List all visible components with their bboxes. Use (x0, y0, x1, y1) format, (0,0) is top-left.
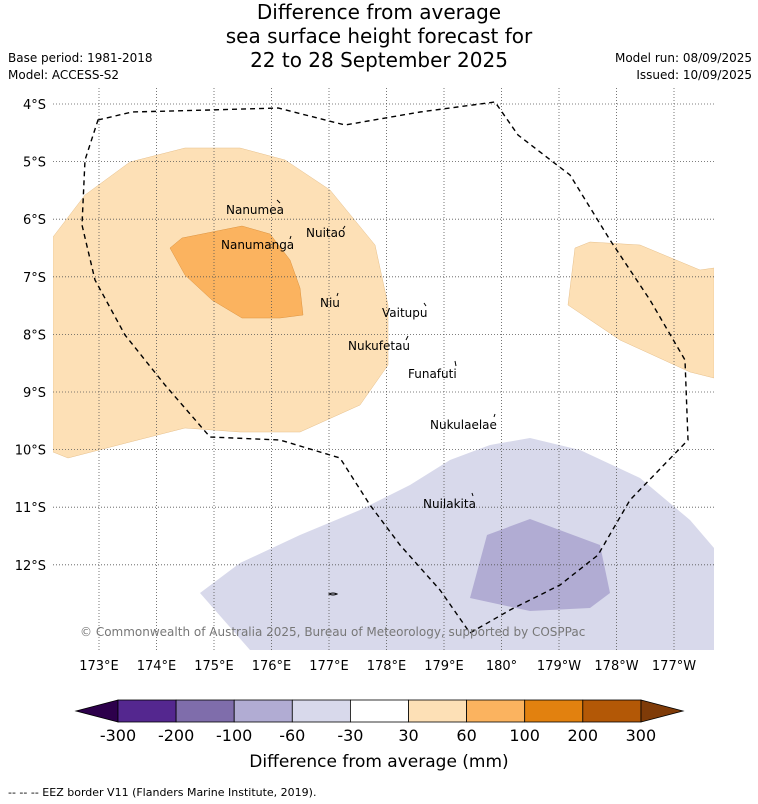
colorbar-tick-1: -200 (158, 726, 194, 745)
lon-label-9: 178°W (594, 659, 638, 674)
anomaly-area-pos-30-60-east (567, 241, 714, 379)
colorbar-boxes (117, 699, 642, 723)
lat-label-5: 9°S (23, 386, 46, 401)
island-label-nuitao: Nuitao (306, 226, 345, 240)
island-funafuti-marker (454, 360, 457, 367)
colorbar-tick-7: 100 (509, 726, 540, 745)
island-vaitupu-marker (423, 302, 427, 307)
colorbar-box-1 (175, 699, 235, 723)
meta-left: Base period: 1981-2018 Model: ACCESS-S2 (8, 50, 153, 84)
colorbar-box-6 (466, 699, 526, 723)
eez-border (81, 101, 689, 634)
island-label-vaitupu: Vaitupu (382, 306, 428, 320)
lat-label-6: 10°S (15, 444, 46, 459)
island-label-niu: Niu (320, 296, 340, 310)
colorbar-tick-8: 200 (568, 726, 599, 745)
island-label-funafuti: Funafuti (408, 367, 457, 381)
lon-label-7: 180° (486, 659, 517, 674)
lon-label-4: 177°E (309, 659, 349, 674)
lat-label-1: 5°S (23, 156, 46, 171)
colorbar-tick-9: 300 (626, 726, 657, 745)
lat-label-2: 6°S (23, 213, 46, 228)
colorbar-box-3 (291, 699, 351, 723)
eez-legend-note: -- -- -- EEZ border V11 (Flanders Marine… (8, 786, 317, 799)
title-line-3: 22 to 28 September 2025 (250, 48, 508, 72)
colorbar-box-4 (349, 699, 409, 723)
colorbar-tick-5: 30 (398, 726, 418, 745)
island-nuitao-marker (342, 225, 346, 230)
lat-label-4: 8°S (23, 328, 46, 343)
title-line-2: sea surface height forecast for (225, 24, 533, 48)
colorbar-tick-6: 60 (456, 726, 476, 745)
colorbar-label: Difference from average (mm) (249, 752, 508, 772)
colorbar-box-8 (582, 699, 642, 723)
colorbar-box-7 (524, 699, 584, 723)
colorbar-tick-3: -60 (279, 726, 305, 745)
colorbar-tick-4: -30 (337, 726, 363, 745)
lon-label-2: 175°E (194, 659, 234, 674)
anomaly-area-pos-60-100 (169, 225, 304, 319)
issued-date: Issued: 10/09/2025 (636, 68, 752, 82)
lat-label-7: 11°S (15, 501, 46, 516)
island-nuilakita-marker (471, 492, 474, 497)
base-period: Base period: 1981-2018 (8, 51, 153, 65)
longitude-labels: 173°E 174°E 175°E 176°E 177°E 178°E 179°E 180° 1… (79, 659, 696, 674)
map-gridlines (53, 88, 714, 650)
island-nukulaelae-marker (493, 413, 496, 418)
island-label-nuilakita: Nuilakita (423, 497, 476, 511)
island-label-nukufetau: Nukufetau (348, 339, 410, 353)
island-label-nanumea: Nanumea (226, 203, 284, 217)
colorbar-tick-labels: -300 -200 -100 -60 -30 30 60 100 200 300 (100, 726, 656, 745)
colorbar-tick-2: -100 (216, 726, 252, 745)
lon-label-1: 174°E (137, 659, 177, 674)
lon-label-8: 179°W (537, 659, 581, 674)
model-name: Model: ACCESS-S2 (8, 68, 120, 82)
island-nukufetau-marker (405, 335, 409, 341)
colorbar-tick-0: -300 (100, 726, 136, 745)
copyright-notice: © Commonwealth of Australia 2025, Bureau… (80, 625, 585, 639)
island-nanumea-marker (276, 199, 281, 204)
island-label-nanumanga: Nanumanga (221, 238, 294, 252)
colorbar-extend-high (640, 699, 685, 723)
lon-label-6: 179°E (424, 659, 464, 674)
colorbar-box-5 (408, 699, 467, 723)
meta-right: Model run: 08/09/2025 Issued: 10/09/2025 (615, 50, 752, 84)
island-label-nukulaelae: Nukulaelae (430, 418, 497, 432)
title-line-1: Difference from average (256, 0, 502, 24)
latitude-labels: 4°S 5°S 6°S 7°S 8°S 9°S 10°S 11°S 12°S (15, 98, 46, 574)
anomaly-area-neg-30-60 (200, 438, 714, 650)
colorbar-box-0 (117, 699, 177, 723)
colorbar: -300 -200 -100 -60 -30 30 60 100 200 300 Differen… (74, 699, 685, 772)
lat-label-0: 4°S (23, 98, 46, 113)
map-plot-area: Nanumea Nuitao Nanumanga Niu Vaitupu Nuk… (53, 88, 714, 650)
island-nanumanga-marker (289, 235, 292, 240)
island-markers (276, 199, 496, 596)
lon-label-10: 177°W (652, 659, 696, 674)
lon-label-0: 173°E (79, 659, 119, 674)
lat-label-8: 12°S (15, 559, 46, 574)
small-island-shape (327, 592, 339, 596)
colorbar-box-2 (233, 699, 293, 723)
lat-label-3: 7°S (23, 271, 46, 286)
island-niu-marker (336, 292, 339, 297)
map-title: Difference from average sea surface heig… (0, 0, 758, 72)
lon-label-3: 176°E (252, 659, 292, 674)
colorbar-extend-low (74, 699, 119, 723)
lon-label-5: 178°E (367, 659, 407, 674)
model-run: Model run: 08/09/2025 (614, 51, 752, 65)
